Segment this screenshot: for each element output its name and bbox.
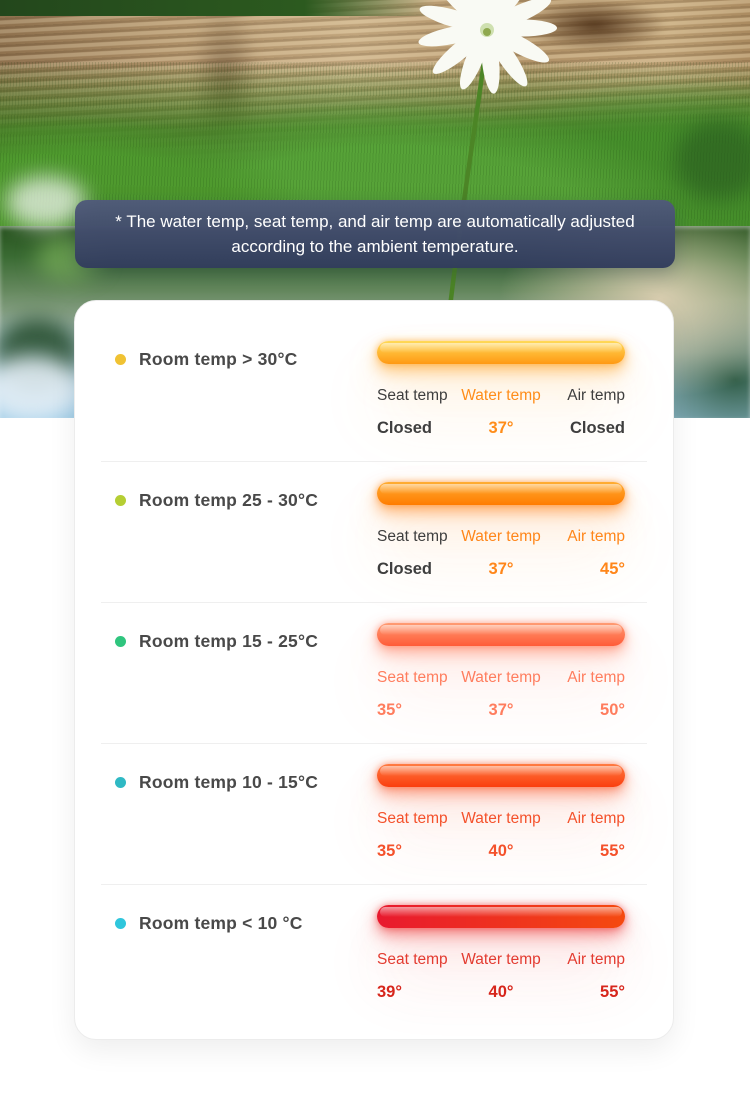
water-temp-value: 37° (488, 560, 514, 578)
seat-temp-header: Seat temp (377, 387, 448, 404)
room-temp-label: Room temp 25 - 30°C (139, 490, 319, 510)
disclaimer-line-1: * The water temp, seat temp, and air tem… (115, 211, 635, 231)
room-temp-dot (115, 777, 126, 788)
temp-setting-row: Room temp 15 - 25°C Seat temp Water temp… (101, 603, 647, 744)
temp-table-values: Closed 37° Closed (377, 419, 625, 438)
temp-values-table: Seat temp Water temp Air temp Closed 37°… (377, 387, 625, 438)
water-temp-header: Water temp (461, 528, 541, 545)
temp-setting-row: Room temp > 30°C Seat temp Water temp Ai… (101, 321, 647, 462)
room-temp-label: Room temp > 30°C (139, 349, 298, 369)
air-temp-value: 45° (600, 560, 625, 578)
air-temp-header: Air temp (567, 951, 625, 968)
air-temp-value: Closed (569, 419, 625, 437)
air-temp-header: Air temp (567, 387, 625, 404)
air-temp-value: 50° (600, 701, 625, 719)
blurred-leaf-blob (674, 120, 750, 200)
water-temp-value: 40° (488, 842, 514, 860)
temp-table-header: Seat temp Water temp Air temp (377, 951, 625, 969)
temp-table-values: 39° 40° 55° (377, 983, 625, 1002)
temp-table-values: 35° 40° 55° (377, 842, 625, 861)
temp-values-table: Seat temp Water temp Air temp 35° 40° 55… (377, 810, 625, 861)
room-temp-range: Room temp 25 - 30°C (115, 490, 318, 511)
room-temp-dot (115, 636, 126, 647)
heat-level-bar (377, 341, 625, 364)
disclaimer-line-2: according to the ambient temperature. (231, 237, 519, 256)
temp-values-table: Seat temp Water temp Air temp 39° 40° 55… (377, 951, 625, 1002)
blurred-flower-blob (6, 176, 86, 228)
room-temp-range: Room temp 15 - 25°C (115, 631, 318, 652)
heat-level-bar (377, 623, 625, 646)
temp-settings-rows: Room temp > 30°C Seat temp Water temp Ai… (101, 321, 647, 1031)
seat-temp-value: 35° (377, 842, 402, 860)
room-temp-label: Room temp 15 - 25°C (139, 631, 319, 651)
water-temp-header: Water temp (461, 387, 541, 404)
room-temp-range: Room temp < 10 °C (115, 913, 303, 934)
air-temp-header: Air temp (567, 669, 625, 686)
temp-setting-row: Room temp 10 - 15°C Seat temp Water temp… (101, 744, 647, 885)
room-temp-label: Room temp < 10 °C (139, 913, 303, 933)
water-temp-header: Water temp (461, 810, 541, 827)
temp-table-header: Seat temp Water temp Air temp (377, 810, 625, 828)
temp-table-header: Seat temp Water temp Air temp (377, 669, 625, 687)
water-temp-value: 37° (488, 701, 514, 719)
heat-level-bar (377, 482, 625, 505)
water-temp-value: 40° (488, 983, 514, 1001)
seat-temp-value: Closed (377, 419, 433, 437)
temp-table-values: 35° 37° 50° (377, 701, 625, 720)
room-temp-dot (115, 918, 126, 929)
water-temp-header: Water temp (461, 951, 541, 968)
water-temp-value: 37° (488, 419, 514, 437)
water-temp-header: Water temp (461, 669, 541, 686)
room-temp-dot (115, 495, 126, 506)
heat-level-bar (377, 764, 625, 787)
seat-temp-value: 35° (377, 701, 402, 719)
room-temp-range: Room temp > 30°C (115, 349, 298, 370)
air-temp-header: Air temp (567, 528, 625, 545)
top-grass-strip (0, 0, 435, 16)
air-temp-value: 55° (600, 842, 625, 860)
room-temp-range: Room temp 10 - 15°C (115, 772, 318, 793)
temp-setting-row: Room temp < 10 °C Seat temp Water temp A… (101, 885, 647, 1031)
blurred-flower-blob (0, 356, 82, 418)
seat-temp-value: Closed (377, 560, 433, 578)
temp-setting-row: Room temp 25 - 30°C Seat temp Water temp… (101, 462, 647, 603)
temp-values-table: Seat temp Water temp Air temp 35° 37° 50… (377, 669, 625, 720)
seat-temp-header: Seat temp (377, 528, 448, 545)
seat-temp-value: 39° (377, 983, 402, 1001)
seat-temp-header: Seat temp (377, 810, 448, 827)
temp-table-values: Closed 37° 45° (377, 560, 625, 579)
room-temp-label: Room temp 10 - 15°C (139, 772, 319, 792)
temperature-settings-card: Room temp > 30°C Seat temp Water temp Ai… (74, 300, 674, 1040)
temp-table-header: Seat temp Water temp Air temp (377, 387, 625, 405)
disclaimer-banner: * The water temp, seat temp, and air tem… (75, 200, 675, 268)
seat-temp-header: Seat temp (377, 669, 448, 686)
temp-values-table: Seat temp Water temp Air temp Closed 37°… (377, 528, 625, 579)
temp-table-header: Seat temp Water temp Air temp (377, 528, 625, 546)
heat-level-bar (377, 905, 625, 928)
air-temp-header: Air temp (567, 810, 625, 827)
daisy-flower-image (418, 0, 557, 327)
room-temp-dot (115, 354, 126, 365)
seat-temp-header: Seat temp (377, 951, 448, 968)
air-temp-value: 55° (600, 983, 625, 1001)
